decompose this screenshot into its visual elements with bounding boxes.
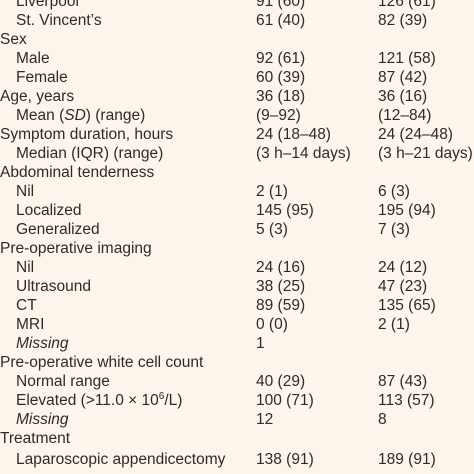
table-row: Median (IQR) (range) (3 h–14 days) (3 h–… — [0, 144, 474, 163]
row-label: Median (IQR) (range) — [16, 144, 163, 163]
table-row: CT 89 (59) 135 (65) — [0, 296, 474, 315]
value-col-2: 7 (3) — [378, 220, 410, 239]
section-heading: Pre-operative white cell count — [0, 353, 203, 372]
value-col-2: 8 — [378, 410, 387, 429]
section-heading: Abdominal tenderness — [0, 163, 154, 182]
value-col-1: 0 (0) — [256, 315, 288, 334]
table-row: Female 60 (39) 87 (42) — [0, 68, 474, 87]
value-col-1: 12 — [256, 410, 273, 429]
value-col-1: 100 (71) — [256, 391, 314, 410]
row-label: Normal range — [16, 372, 110, 391]
value-col-1: 2 (1) — [256, 182, 288, 201]
row-label: St. Vincent’s — [16, 11, 102, 30]
value-col-2: 2 (1) — [378, 315, 410, 334]
table-row: Sex — [0, 30, 474, 49]
value-col-2: 36 (16) — [378, 87, 427, 106]
value-col-1: (3 h–14 days) — [256, 144, 351, 163]
row-label: Mean (SD) (range) — [16, 106, 145, 125]
value-col-2: 113 (57) — [378, 391, 435, 410]
label-part: Elevated (>11.0 × 10 — [16, 392, 159, 409]
table-row: Missing 1 — [0, 334, 474, 353]
value-col-1: 60 (39) — [256, 68, 305, 87]
value-col-1: 5 (3) — [256, 220, 288, 239]
label-part: Mean ( — [16, 107, 64, 124]
table-row: Nil 24 (16) 24 (12) — [0, 258, 474, 277]
value-col-2: (3 h–21 days) — [378, 144, 473, 163]
value-col-1: 1 — [256, 334, 265, 353]
table-row: Symptom duration, hours 24 (18–48) 24 (2… — [0, 125, 474, 144]
value-col-1: 145 (95) — [256, 201, 314, 220]
value-col-1: 92 (61) — [256, 49, 305, 68]
table-row: Pre-operative imaging — [0, 239, 474, 258]
value-col-2: 82 (39) — [378, 11, 427, 30]
section-heading: Treatment — [0, 429, 70, 448]
table-row: Pre-operative white cell count — [0, 353, 474, 372]
row-label: Generalized — [16, 220, 100, 239]
table-row: Abdominal tenderness — [0, 163, 474, 182]
row-label: Nil — [16, 258, 34, 277]
table-row: Nil 2 (1) 6 (3) — [0, 182, 474, 201]
value-col-2: 47 (23) — [378, 277, 427, 296]
section-heading: Symptom duration, hours — [0, 125, 173, 144]
value-col-1: 38 (25) — [256, 277, 305, 296]
row-label: Liverpool — [16, 0, 79, 11]
value-col-1: 36 (18) — [256, 87, 305, 106]
row-label: Laparoscopic appendicectomy — [16, 450, 225, 469]
value-col-2: 195 (94) — [378, 201, 436, 220]
section-heading: Sex — [0, 30, 27, 49]
section-heading: Age, years — [0, 87, 74, 106]
section-heading: Pre-operative imaging — [0, 239, 152, 258]
table-row: Localized 145 (95) 195 (94) — [0, 201, 474, 220]
value-col-1: 61 (40) — [256, 11, 305, 30]
table-row: MRI 0 (0) 2 (1) — [0, 315, 474, 334]
row-label: MRI — [16, 315, 44, 334]
value-col-2: 24 (24–48) — [378, 125, 453, 144]
label-part: /L) — [164, 392, 182, 409]
label-part-italic: SD — [64, 107, 86, 124]
row-label: Ultrasound — [16, 277, 91, 296]
value-col-2: 135 (65) — [378, 296, 436, 315]
value-col-1: 24 (16) — [256, 258, 305, 277]
table-row: Male 92 (61) 121 (58) — [0, 49, 474, 68]
table-row: Generalized 5 (3) 7 (3) — [0, 220, 474, 239]
table-row: Normal range 40 (29) 87 (43) — [0, 372, 474, 391]
row-label: Elevated (>11.0 × 106/L) — [16, 391, 182, 410]
row-label: Female — [16, 68, 68, 87]
value-col-2: 121 (58) — [378, 49, 436, 68]
row-label: Nil — [16, 182, 34, 201]
value-col-1: 138 (91) — [256, 450, 314, 469]
value-col-2: 126 (61) — [378, 0, 436, 11]
value-col-1: 91 (60) — [256, 0, 305, 11]
value-col-2: 87 (42) — [378, 68, 427, 87]
row-label: Missing — [16, 410, 69, 429]
row-label: CT — [16, 296, 37, 315]
table-row: Treatment — [0, 429, 474, 448]
table-row: Laparoscopic appendicectomy 138 (91) 189… — [0, 450, 474, 469]
value-col-2: 6 (3) — [378, 182, 410, 201]
row-label: Missing — [16, 334, 69, 353]
row-label: Male — [16, 49, 50, 68]
value-col-1: (9–92) — [256, 106, 301, 125]
value-col-1: 40 (29) — [256, 372, 305, 391]
table-row: St. Vincent’s 61 (40) 82 (39) — [0, 11, 474, 30]
table-row: Elevated (>11.0 × 106/L) 100 (71) 113 (5… — [0, 391, 474, 410]
value-col-1: 89 (59) — [256, 296, 305, 315]
table-row: Ultrasound 38 (25) 47 (23) — [0, 277, 474, 296]
table-row: Missing 12 8 — [0, 410, 474, 429]
table-row: Age, years 36 (18) 36 (16) — [0, 87, 474, 106]
value-col-2: (12–84) — [378, 106, 431, 125]
value-col-2: 189 (91) — [378, 450, 436, 469]
table-row: Liverpool 91 (60) 126 (61) — [0, 0, 474, 11]
value-col-1: 24 (18–48) — [256, 125, 331, 144]
value-col-2: 87 (43) — [378, 372, 427, 391]
row-label: Localized — [16, 201, 82, 220]
table-row: Mean (SD) (range) (9–92) (12–84) — [0, 106, 474, 125]
label-part: ) (range) — [86, 107, 145, 124]
value-col-2: 24 (12) — [378, 258, 427, 277]
